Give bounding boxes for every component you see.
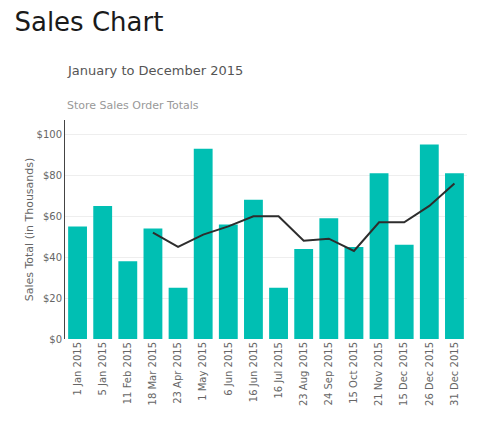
svg-text:Store Sales Order Totals: Store Sales Order Totals — [67, 99, 199, 112]
svg-text:15 Oct 2015: 15 Oct 2015 — [348, 342, 359, 404]
svg-text:6 Jun 2015: 6 Jun 2015 — [223, 342, 234, 396]
svg-text:$80: $80 — [43, 170, 62, 181]
svg-text:21 Nov 2015: 21 Nov 2015 — [373, 342, 384, 406]
svg-text:1 May 2015: 1 May 2015 — [197, 342, 208, 401]
svg-text:January to December 2015: January to December 2015 — [67, 63, 243, 78]
svg-text:$0: $0 — [49, 334, 62, 345]
svg-text:26 Dec 2015: 26 Dec 2015 — [424, 342, 435, 406]
svg-text:15 Dec 2015: 15 Dec 2015 — [398, 342, 409, 406]
svg-text:$60: $60 — [43, 211, 62, 222]
svg-text:11 Feb 2015: 11 Feb 2015 — [122, 342, 133, 404]
svg-text:18 Mar 2015: 18 Mar 2015 — [147, 342, 158, 405]
svg-text:$20: $20 — [43, 293, 62, 304]
svg-text:$40: $40 — [43, 252, 62, 263]
svg-text:23 Aug 2015: 23 Aug 2015 — [298, 342, 309, 406]
svg-text:$100: $100 — [37, 129, 62, 140]
svg-text:16 Jun 2015: 16 Jun 2015 — [248, 342, 259, 402]
svg-text:1 Jan 2015: 1 Jan 2015 — [72, 342, 83, 396]
svg-text:16 Jul 2015: 16 Jul 2015 — [273, 342, 284, 399]
svg-text:31 Dec 2015: 31 Dec 2015 — [449, 342, 460, 406]
svg-text:23 Apr 2015: 23 Apr 2015 — [172, 342, 183, 404]
svg-text:5 Jan 2015: 5 Jan 2015 — [97, 342, 108, 396]
svg-text:Sales Total (in Thousands): Sales Total (in Thousands) — [23, 158, 36, 302]
svg-text:24 Sep 2015: 24 Sep 2015 — [323, 342, 334, 405]
svg-text:Sales Chart: Sales Chart — [14, 7, 163, 37]
